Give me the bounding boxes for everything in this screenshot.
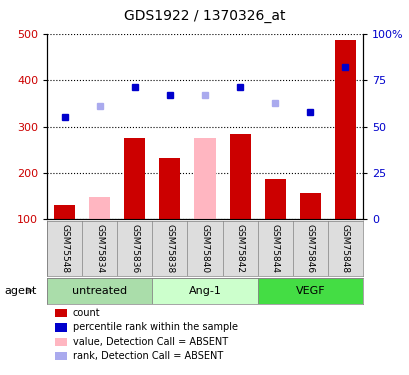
Text: untreated: untreated — [72, 286, 127, 296]
Text: GDS1922 / 1370326_at: GDS1922 / 1370326_at — [124, 9, 285, 23]
Bar — [152, 278, 257, 304]
Bar — [334, 40, 355, 219]
Text: GSM75844: GSM75844 — [270, 224, 279, 273]
Text: GSM75846: GSM75846 — [305, 224, 314, 273]
Text: rank, Detection Call = ABSENT: rank, Detection Call = ABSENT — [73, 351, 222, 361]
Bar — [124, 138, 145, 219]
Text: GSM75838: GSM75838 — [165, 224, 174, 273]
Text: agent: agent — [4, 286, 36, 296]
Text: GSM75834: GSM75834 — [95, 224, 104, 273]
Bar — [264, 178, 285, 219]
Bar — [89, 197, 110, 219]
Text: GSM75842: GSM75842 — [235, 224, 244, 273]
Bar — [159, 158, 180, 219]
Bar — [47, 278, 152, 304]
Bar — [229, 134, 250, 219]
Text: GSM75548: GSM75548 — [60, 224, 69, 273]
Bar — [299, 193, 320, 219]
Bar — [194, 138, 215, 219]
Bar — [54, 206, 75, 219]
Text: GSM75840: GSM75840 — [200, 224, 209, 273]
Text: GSM75836: GSM75836 — [130, 224, 139, 273]
Text: Ang-1: Ang-1 — [188, 286, 221, 296]
Bar — [257, 278, 362, 304]
Text: percentile rank within the sample: percentile rank within the sample — [73, 322, 237, 332]
Text: GSM75848: GSM75848 — [340, 224, 349, 273]
Text: count: count — [73, 308, 100, 318]
Text: VEGF: VEGF — [295, 286, 324, 296]
Text: value, Detection Call = ABSENT: value, Detection Call = ABSENT — [73, 337, 227, 346]
